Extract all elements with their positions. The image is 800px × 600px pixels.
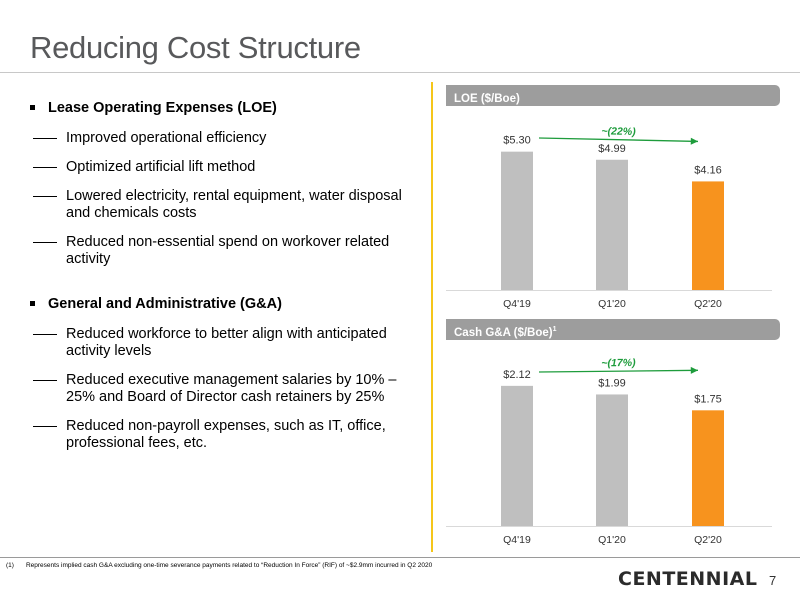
data-label: $4.99 (598, 143, 626, 155)
list-item: Reduced non-essential spend on workover … (28, 234, 428, 268)
chart-title: Cash G&A ($/Boe) (454, 326, 553, 339)
dash-bullet-icon (33, 334, 57, 335)
square-bullet-icon (30, 301, 35, 306)
footnote: (1) Represents implied cash G&A excluding… (6, 562, 432, 569)
data-label: $4.16 (694, 164, 722, 176)
list-item: Lowered electricity, rental equipment, w… (28, 188, 428, 222)
list-item-text: Lowered electricity, rental equipment, w… (66, 188, 402, 221)
loe-chart-plot: $5.30 Q4'19 $4.99 Q1'20 $4.16 Q2'20 ~(22%) (446, 125, 772, 310)
dash-bullet-icon (33, 167, 57, 168)
footnote-mark: (1) (6, 562, 14, 569)
dash-bullet-icon (33, 138, 57, 139)
section-heading: Lease Operating Expenses (LOE) (28, 100, 428, 116)
arrowhead-icon (690, 137, 698, 145)
list-item-text: Reduced non-essential spend on workover … (66, 234, 390, 267)
change-annotation: ~(17%) (601, 357, 636, 369)
list-item: Reduced executive management salaries by… (28, 372, 428, 406)
list-item-text: Optimized artificial lift method (66, 159, 256, 175)
bullet-content: Lease Operating Expenses (LOE) Improved … (28, 100, 428, 468)
x-tick-label: Q2'20 (694, 534, 722, 546)
chart-title-footnote-mark: 1 (552, 326, 557, 333)
dash-bullet-icon (33, 380, 57, 381)
bullet-list: Improved operational efficiency Optimize… (28, 130, 428, 268)
loe-chart: LOE ($/Boe) $5.30 Q4'19 $4.99 Q1'20 $4.16 Q2'… (446, 85, 780, 316)
page-number: 7 (769, 573, 777, 588)
bar (596, 394, 628, 526)
footer-rule (0, 557, 800, 558)
list-item-text: Improved operational efficiency (66, 130, 267, 146)
bar (501, 385, 533, 526)
x-tick-label: Q1'20 (598, 534, 626, 546)
list-item-text: Reduced non-payroll expenses, such as IT… (66, 418, 386, 451)
list-item: Improved operational efficiency (28, 130, 428, 147)
dash-bullet-icon (33, 242, 57, 243)
dash-bullet-icon (33, 426, 57, 427)
dash-bullet-icon (33, 196, 57, 197)
change-annotation: ~(22%) (601, 125, 636, 138)
x-tick-label: Q1'20 (598, 298, 626, 310)
list-item: Optimized artificial lift method (28, 159, 428, 176)
trend-arrow-line (538, 137, 699, 143)
list-item: Reduced workforce to better align with a… (28, 326, 428, 360)
chart-title-bar: LOE ($/Boe) (446, 85, 780, 106)
bar (692, 181, 724, 290)
bar (692, 410, 724, 526)
section-loe: Lease Operating Expenses (LOE) Improved … (28, 100, 428, 268)
section-heading-text: General and Administrative (G&A) (48, 296, 282, 312)
bar (596, 159, 628, 290)
data-label: $1.99 (598, 377, 626, 389)
section-heading-text: Lease Operating Expenses (LOE) (48, 100, 277, 116)
chart-title-bar: Cash G&A ($/Boe)1 (446, 319, 780, 340)
list-item-text: Reduced workforce to better align with a… (66, 326, 387, 359)
company-logo: CENTENNIAL (618, 568, 758, 590)
page-title: Reducing Cost Structure (30, 30, 361, 65)
data-label: $2.12 (503, 369, 531, 381)
title-rule (0, 72, 800, 73)
cash-ga-chart: Cash G&A ($/Boe)1 $2.12 Q4'19 $1.99 Q1'20 $1… (446, 319, 780, 552)
list-item: Reduced non-payroll expenses, such as IT… (28, 418, 428, 452)
column-divider (431, 82, 433, 552)
cash-ga-chart-plot: $2.12 Q4'19 $1.99 Q1'20 $1.75 Q2'20 ~(17%) (446, 357, 772, 546)
section-heading: General and Administrative (G&A) (28, 296, 428, 312)
data-label: $1.75 (694, 393, 722, 405)
list-item-text: Reduced executive management salaries by… (66, 372, 397, 405)
bullet-list: Reduced workforce to better align with a… (28, 326, 428, 452)
footnote-text: Represents implied cash G&A excluding on… (25, 562, 433, 569)
bar (501, 151, 533, 290)
arrowhead-icon (690, 366, 698, 374)
trend-arrow-line (538, 369, 699, 373)
data-label: $5.30 (503, 135, 531, 147)
square-bullet-icon (30, 105, 35, 110)
section-ga: General and Administrative (G&A) Reduced… (28, 296, 428, 452)
x-tick-label: Q4'19 (503, 298, 531, 310)
x-tick-label: Q2'20 (694, 298, 722, 310)
chart-title: LOE ($/Boe) (454, 92, 520, 105)
x-tick-label: Q4'19 (503, 534, 531, 546)
